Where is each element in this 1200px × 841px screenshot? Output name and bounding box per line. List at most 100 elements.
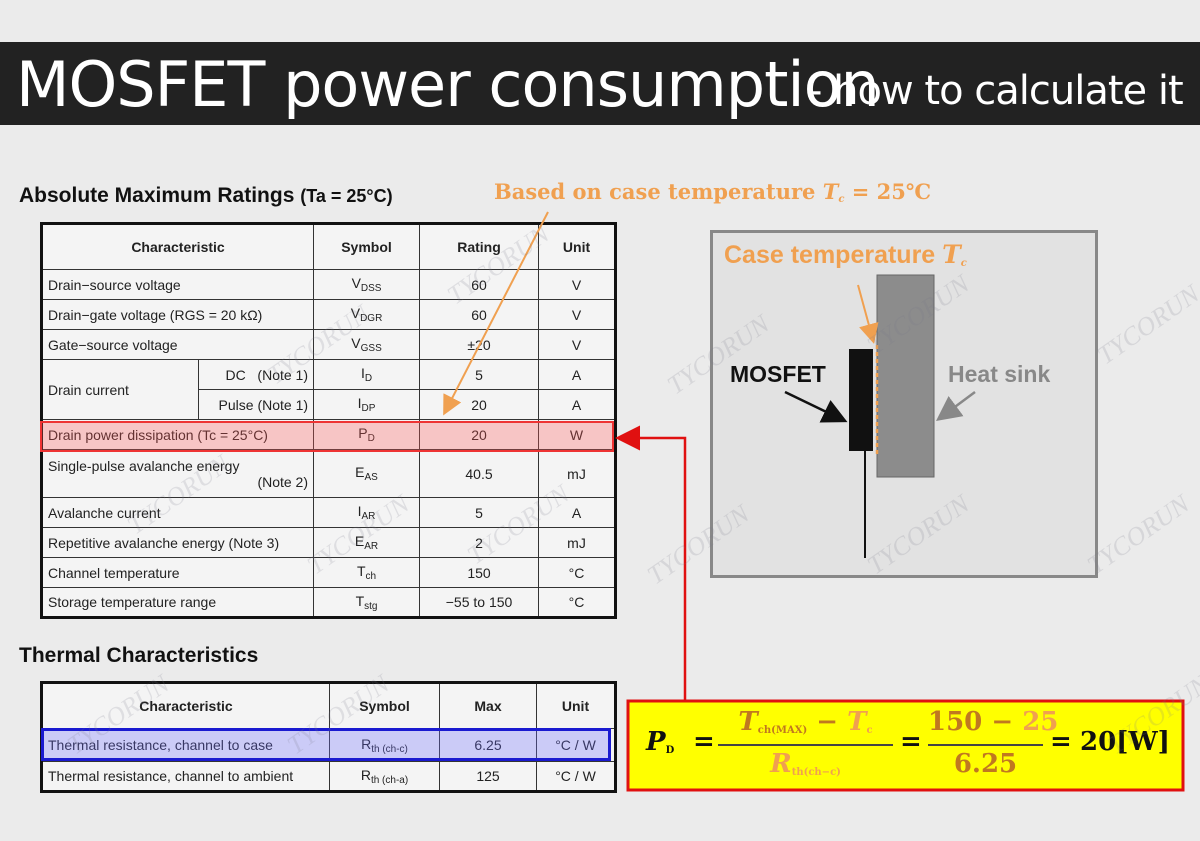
symbol: I	[357, 395, 362, 411]
unit: mJ	[538, 527, 617, 558]
symbol-sub: ch	[365, 571, 377, 582]
max: 6.25	[439, 728, 537, 762]
column-header: Unit	[538, 223, 617, 270]
symbol: V	[351, 335, 361, 351]
unit: °C	[538, 587, 617, 618]
symbol-sub: th (ch-a)	[370, 774, 409, 786]
table-row: Pulse (Note 1) IDP 20 A	[42, 389, 617, 420]
pd: P	[646, 727, 666, 757]
heat-sink-arrow	[935, 390, 976, 421]
symbol: T	[822, 179, 839, 204]
annotation: Based on case temperature Tc = 25℃	[494, 179, 931, 205]
symbol-cell: ID	[313, 359, 421, 390]
characteristic-text: Drain−gate voltage (RGS = 20 kΩ)	[48, 306, 263, 323]
rating: 60	[419, 299, 540, 330]
table-row: Drain current DC (Note 1) ID 5 A	[41, 359, 617, 420]
case-label-text: Case temperature	[724, 241, 936, 269]
unit: °C / W	[536, 728, 616, 762]
minus: −	[816, 707, 839, 737]
table-row: Storage temperature range Tstg −55 to 150 °…	[40, 587, 617, 618]
symbol-cell: VDGR	[313, 299, 421, 330]
characteristic: Avalanche current	[40, 497, 315, 528]
subtitle: - how to calculate it	[808, 68, 1184, 114]
symbol-cell: IDP	[313, 389, 421, 420]
symbol: T	[355, 592, 365, 609]
max: 125	[439, 761, 537, 792]
title: MOSFET power consumption	[16, 48, 880, 121]
tch: T	[738, 707, 758, 737]
symbol: T	[942, 240, 961, 269]
rating: 150	[419, 557, 540, 588]
annotation-text: Based on case temperature	[494, 179, 816, 204]
characteristic-text: Single-pulse avalanche energy	[48, 457, 240, 474]
tc-value: 25	[1022, 707, 1059, 737]
symbol-sub: DSS	[360, 283, 382, 294]
annotation-value: = 25℃	[851, 179, 932, 204]
rating: 20	[419, 389, 540, 420]
unit: V	[538, 329, 617, 360]
condition: Pulse (Note 1)	[197, 389, 315, 420]
symbol: I	[357, 503, 362, 519]
symbol-sub: stg	[364, 600, 378, 612]
characteristic-text: Repetitive avalanche energy (Note 3)	[48, 534, 280, 551]
symbol-cell: Tstg	[313, 587, 421, 618]
thermal-table: Characteristic Symbol Max Unit Thermal resis…	[40, 681, 617, 793]
tch-sub: ch(MAX)	[757, 725, 808, 736]
symbol-sub: D	[364, 373, 373, 384]
column-header: Characteristic	[41, 682, 330, 729]
symbol-cell: Rth (ch-a)	[329, 761, 440, 792]
symbol-sub: DGR	[360, 313, 383, 324]
header-bar: MOSFET power consumption - how to calcul…	[0, 42, 1200, 125]
characteristic: Storage temperature range	[40, 587, 315, 618]
mosfet-arrow	[784, 390, 848, 423]
unit: °C	[538, 557, 617, 588]
symbol: V	[351, 275, 361, 291]
symbol-sub: AR	[361, 511, 376, 522]
symbol-cell: Tch	[313, 557, 421, 588]
table-row: Repetitive avalanche energy (Note 3) EAR 2…	[40, 527, 617, 558]
rating: 60	[419, 269, 540, 300]
rth: R	[770, 749, 792, 779]
symbol-sub: th (ch-c)	[371, 743, 408, 755]
symbol-cell: PD	[313, 419, 421, 450]
rating: 2	[419, 527, 540, 558]
characteristic: Drain power dissipation (Tc = 25°C)	[40, 419, 315, 450]
equals: =	[1050, 727, 1072, 757]
characteristic-text: Drain power dissipation (Tc = 25°C)	[48, 426, 268, 443]
equals: =	[693, 727, 715, 757]
characteristic-text: Gate−source voltage	[48, 336, 178, 353]
symbol-sub: AR	[364, 541, 379, 552]
note: (Note 2)	[257, 473, 309, 490]
symbol-sub: D	[367, 433, 375, 444]
characteristic: Drain current	[41, 359, 199, 420]
unit: V	[538, 299, 617, 330]
column-header: Rating	[419, 223, 540, 270]
formula-arrow	[615, 425, 687, 700]
column-header: Symbol	[313, 223, 421, 270]
symbol-cell: VGSS	[313, 329, 421, 360]
table-row: Channel temperature Tch 150 °C	[40, 557, 617, 588]
rth-sub: th(ch−c)	[791, 767, 841, 778]
symbol: I	[360, 365, 365, 381]
characteristic-text: Drain−source voltage	[48, 276, 181, 293]
characteristic-text: Avalanche current	[48, 504, 161, 521]
characteristic-text: Drain current	[48, 381, 129, 398]
symbol: P	[358, 425, 368, 441]
case-label: Case temperature Tc	[724, 240, 967, 270]
characteristic: Repetitive avalanche energy (Note 3)	[40, 527, 315, 558]
ratings-table: Characteristic Symbol Rating Unit Drain−sour…	[40, 222, 618, 619]
characteristic: Drain−source voltage	[40, 269, 315, 300]
symbol: R	[361, 735, 372, 752]
symbol-sub: AS	[364, 472, 378, 483]
thermal-title: Thermal Characteristics	[19, 644, 259, 667]
tc-sub: c	[866, 725, 873, 736]
symbol-cell: EAS	[313, 449, 421, 498]
mosfet-label: MOSFET	[730, 361, 826, 387]
symbol: E	[354, 533, 365, 549]
heat-sink-label: Heat sink	[948, 361, 1051, 387]
unit: °C / W	[536, 761, 616, 792]
heat-sink	[876, 274, 935, 478]
